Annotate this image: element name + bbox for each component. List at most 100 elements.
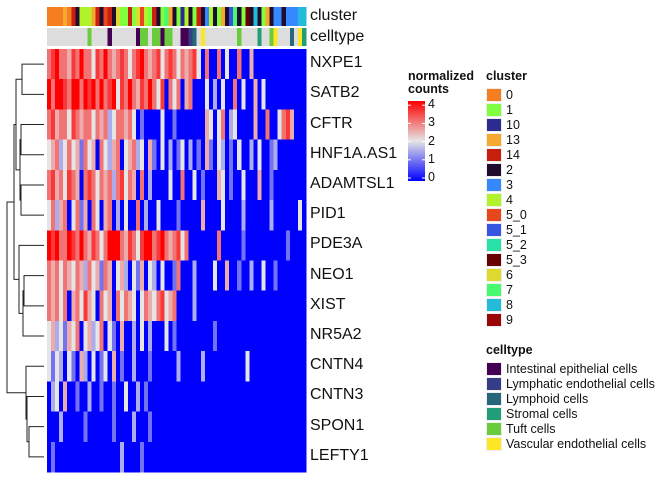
legend-label: Stromal cells [506, 406, 578, 421]
heatmap-cell [103, 290, 109, 322]
heatmap-cell [160, 441, 165, 473]
heatmap-cell [67, 49, 72, 80]
row-label: NEO1 [310, 265, 354, 283]
heatmap-cell [289, 169, 295, 201]
legend-label: Vascular endothelial cells [506, 436, 647, 451]
heatmap-cell [225, 200, 230, 231]
heatmap-cell [253, 351, 258, 382]
celltype-annotation-cell [184, 28, 189, 46]
heatmap-cell [148, 351, 153, 382]
heatmap-cell [168, 411, 173, 443]
heatmap-cell [225, 351, 230, 382]
heatmap-cell [301, 381, 307, 412]
cluster-annotation-cell [221, 7, 226, 26]
celltype-annotation-cell [75, 28, 80, 46]
legend-swatch [486, 267, 502, 282]
heatmap-cell [297, 139, 303, 171]
heatmap-cell [107, 351, 113, 382]
heatmap-cell [293, 351, 299, 382]
heatmap-cell [192, 109, 198, 140]
heatmap-cell [200, 290, 206, 322]
heatmap-cell [47, 200, 52, 231]
heatmap-cell [297, 109, 303, 140]
legend-label: 9 [506, 312, 513, 327]
heatmap-cell [140, 260, 145, 292]
heatmap-cell [285, 381, 291, 412]
heatmap-cell [160, 109, 165, 140]
heatmap-cell [269, 381, 274, 412]
heatmap-cell [115, 351, 121, 382]
heatmap-cell [200, 109, 206, 140]
heatmap-cell [180, 351, 185, 382]
heatmap-cell [95, 290, 100, 322]
heatmap-cell [136, 109, 141, 140]
heatmap-cell [99, 200, 104, 231]
heatmap-cell [51, 320, 56, 352]
heatmap-cell [172, 320, 177, 352]
legend-label: 1 [506, 102, 513, 117]
heatmap-cell [127, 290, 133, 322]
cluster-annotation-cell [297, 7, 303, 26]
legend-label: 7 [506, 282, 513, 297]
cluster-annotation-cell [285, 7, 291, 26]
heatmap-cell [265, 169, 270, 201]
legend-swatch [486, 406, 502, 421]
heatmap-cell [59, 320, 64, 352]
heatmap-cell [168, 260, 173, 292]
heatmap-cell [216, 320, 222, 352]
heatmap-cell [164, 200, 169, 231]
heatmap-cell [237, 79, 242, 110]
heatmap-cell [140, 381, 145, 412]
heatmap-cell [59, 411, 64, 443]
heatmap-cell [107, 169, 113, 201]
heatmap-cell [83, 139, 88, 171]
celltype-annotation-cell [111, 28, 117, 46]
heatmap-cell [83, 351, 88, 382]
heatmap-cell [79, 320, 84, 352]
heatmap-cell [249, 381, 254, 412]
heatmap-cell [241, 109, 246, 140]
legend-swatch [486, 87, 502, 102]
heatmap-cell [148, 169, 153, 201]
heatmap-cell [51, 290, 56, 322]
heatmap-cell [51, 411, 56, 443]
heatmap-cell [229, 139, 234, 171]
heatmap-cell [123, 230, 129, 261]
heatmap-cell [204, 411, 210, 443]
heatmap-cell [184, 169, 189, 201]
heatmap-cell [180, 169, 185, 201]
row-label: CNTN3 [310, 386, 364, 404]
heatmap-cell [79, 139, 84, 171]
heatmap-cell [111, 79, 117, 110]
heatmap-cell [71, 411, 76, 443]
heatmap-cell [245, 411, 250, 443]
heatmap-cell [253, 109, 258, 140]
heatmap-cell [83, 109, 88, 140]
heatmap-cell [208, 230, 214, 261]
heatmap-cell [249, 260, 254, 292]
heatmap-cell [59, 139, 64, 171]
heatmap-cell [152, 411, 157, 443]
heatmap-cell [229, 351, 234, 382]
heatmap-cell [180, 381, 185, 412]
legend-label: 5_3 [506, 252, 527, 267]
heatmap-cell [273, 290, 278, 322]
heatmap-cell [156, 139, 161, 171]
legend-label: Intestinal epithelial cells [506, 361, 638, 376]
heatmap-cell [87, 49, 92, 80]
heatmap-cell [176, 230, 181, 261]
heatmap-cell [289, 320, 295, 352]
cluster-annotation-cell [184, 7, 189, 26]
heatmap-cell [83, 200, 88, 231]
heatmap-cell [188, 260, 193, 292]
heatmap-cell [176, 200, 181, 231]
heatmap-cell [301, 290, 307, 322]
heatmap-cell [233, 441, 238, 473]
heatmap-cell [144, 290, 149, 322]
heatmap-cell [91, 320, 96, 352]
legend-swatch [486, 361, 502, 376]
heatmap-cell [249, 169, 254, 201]
heatmap-cell [79, 351, 84, 382]
heatmap-cell [269, 49, 274, 80]
heatmap-cell [164, 290, 169, 322]
